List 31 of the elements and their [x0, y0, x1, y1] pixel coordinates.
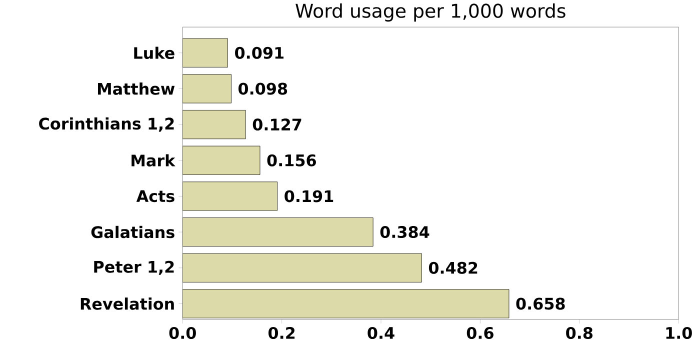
- x-tick-label: 0.2: [268, 326, 295, 339]
- bar: [182, 146, 260, 175]
- x-tick-label: 0.6: [466, 326, 494, 339]
- y-tick-label: Acts: [136, 190, 174, 202]
- data-label: 0.658: [516, 298, 565, 310]
- data-label: 0.091: [235, 46, 284, 59]
- data-label: 0.384: [380, 226, 430, 238]
- bar: [182, 217, 374, 246]
- y-tick-label: Mark: [132, 154, 176, 166]
- y-tick-label: Matthew: [98, 82, 175, 95]
- y-tick-label: Corinthians 1,2: [39, 117, 174, 132]
- x-tick-label: 0.8: [566, 326, 592, 339]
- data-label: 0.098: [238, 82, 288, 95]
- x-tick-label: 0.0: [169, 326, 196, 339]
- y-tick-label: Luke: [134, 46, 174, 59]
- data-label: 0.482: [428, 262, 478, 274]
- x-tick-label: 0.4: [368, 326, 394, 339]
- y-tick-label: Revelation: [80, 297, 174, 310]
- y-tick-label: Peter 1,2: [94, 260, 174, 275]
- bar: [182, 288, 510, 318]
- data-label: 0.156: [267, 154, 316, 166]
- bar: [182, 253, 422, 282]
- data-label: 0.127: [252, 118, 302, 130]
- chart-title: Word usage per 1,000 words: [296, 3, 566, 22]
- bar: [182, 181, 278, 211]
- bar: [182, 38, 228, 68]
- bar: [182, 110, 246, 139]
- x-tick-label: 1.0: [666, 326, 692, 339]
- data-label: 0.191: [284, 190, 334, 202]
- bar: [182, 74, 232, 104]
- y-tick-label: Galatians: [91, 226, 174, 238]
